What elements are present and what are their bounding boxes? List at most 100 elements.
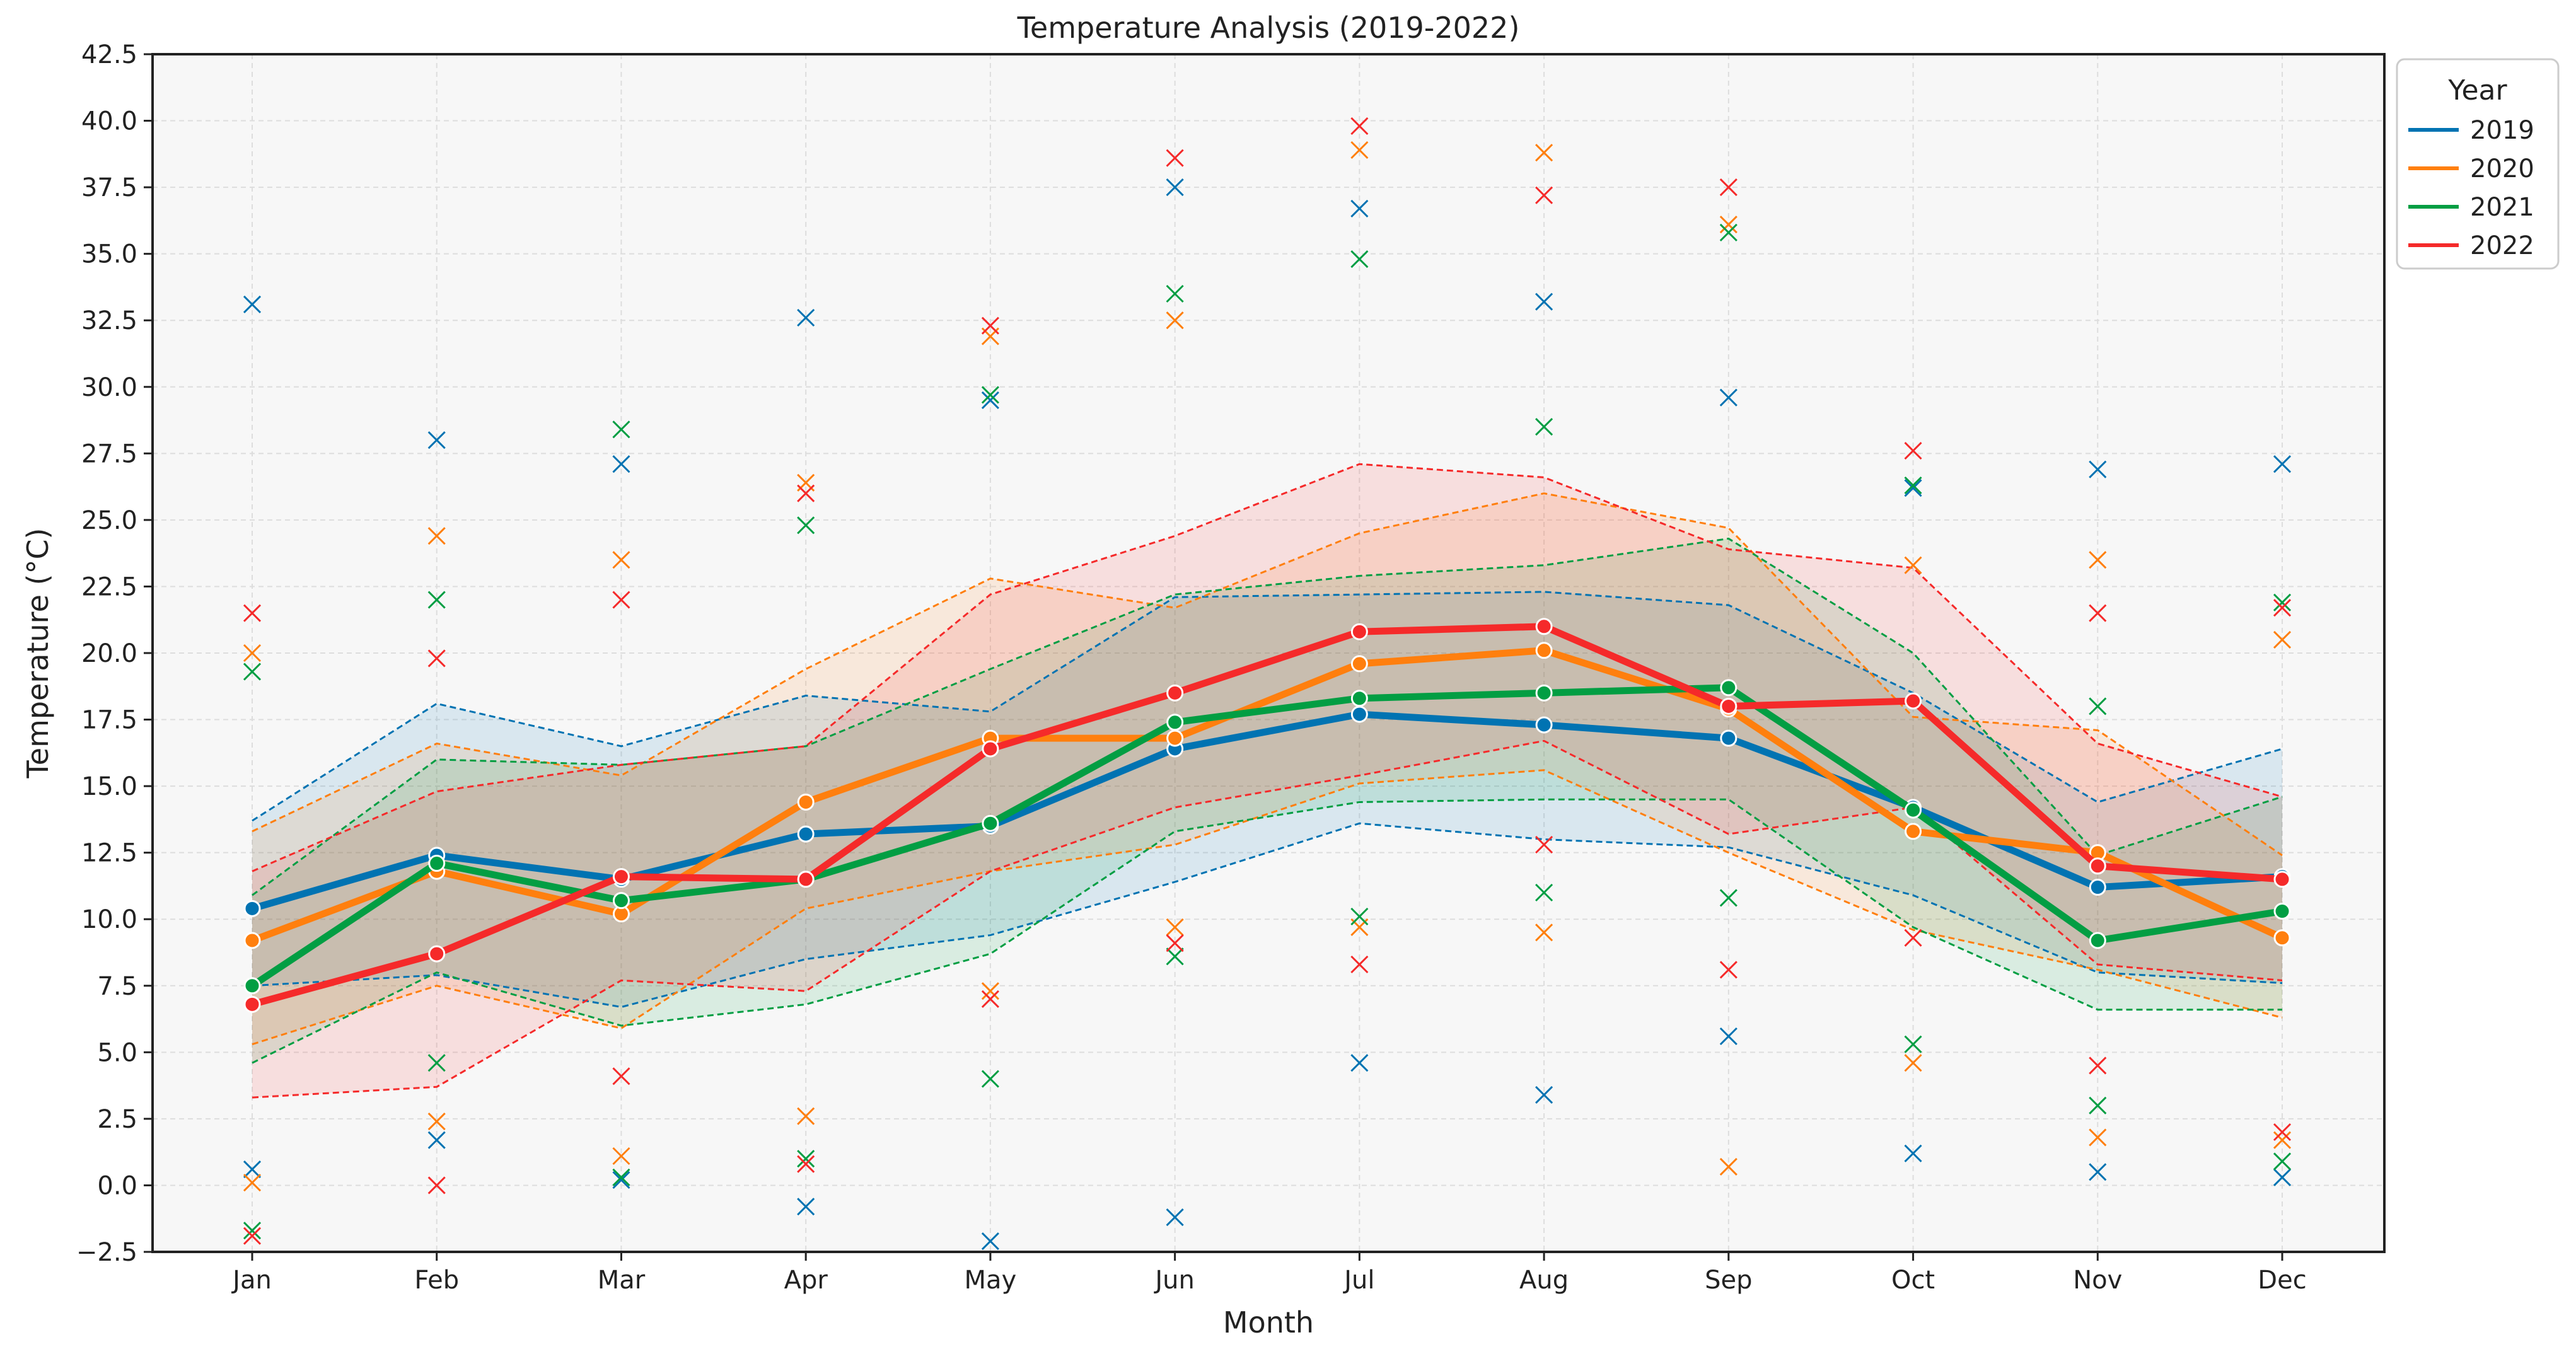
mean-point-2022 bbox=[1720, 697, 1738, 715]
mean-point-2020 bbox=[1166, 729, 1184, 747]
mean-point-2022 bbox=[797, 871, 815, 888]
mean-point-2022 bbox=[1166, 684, 1184, 702]
x-tick-label: Aug bbox=[1519, 1266, 1569, 1295]
legend-label-2022: 2022 bbox=[2470, 231, 2534, 260]
extreme-low-marker-2021 bbox=[243, 1222, 262, 1240]
extreme-low-marker-2020-stroke-b bbox=[797, 1107, 815, 1125]
lower-bound-2019 bbox=[252, 822, 2283, 1009]
extreme-low-marker-2020 bbox=[1166, 918, 1184, 936]
extreme-low-marker-2021 bbox=[612, 1168, 630, 1186]
extreme-high-marker-2020 bbox=[1904, 556, 1922, 574]
extreme-low-marker-2019 bbox=[2089, 1163, 2107, 1181]
x-tick-label: Dec bbox=[2258, 1266, 2306, 1295]
extreme-low-marker-2022 bbox=[1535, 835, 1553, 854]
y-tick-label: 15.0 bbox=[81, 772, 137, 801]
y-tick-label: 0.0 bbox=[97, 1171, 137, 1200]
extreme-low-marker-2021-stroke-b bbox=[981, 1070, 999, 1088]
extreme-low-marker-2020 bbox=[2089, 1128, 2107, 1147]
extreme-high-marker-2021-stroke-b bbox=[1719, 223, 1738, 241]
y-tick-label: 2.5 bbox=[97, 1105, 137, 1134]
extreme-high-marker-2021-stroke-b bbox=[1535, 418, 1553, 436]
x-tick-label: Feb bbox=[414, 1266, 459, 1295]
extreme-low-marker-2020 bbox=[612, 1147, 630, 1166]
x-tick-label: Oct bbox=[1891, 1266, 1935, 1295]
extreme-low-marker-2022-stroke-b bbox=[1166, 934, 1184, 952]
line-layer bbox=[243, 618, 2291, 1013]
extreme-low-marker-2021 bbox=[981, 1070, 999, 1088]
extreme-high-marker-2022 bbox=[1350, 117, 1369, 136]
extreme-low-marker-2019-stroke-b bbox=[427, 1131, 446, 1149]
mean-point-2020 bbox=[1905, 823, 1922, 840]
extreme-low-marker-2019-stroke-b bbox=[1350, 1054, 1369, 1072]
extreme-low-marker-2021 bbox=[2089, 1096, 2107, 1114]
band-2020 bbox=[252, 493, 2282, 1044]
extreme-high-marker-2021 bbox=[2089, 697, 2107, 715]
extreme-low-marker-2022-stroke-b bbox=[243, 1227, 262, 1245]
mean-point-2021 bbox=[1350, 690, 1368, 707]
extreme-low-marker-2020-stroke-b bbox=[427, 1113, 446, 1131]
extreme-high-marker-2021 bbox=[427, 591, 446, 609]
x-tick-label: May bbox=[965, 1266, 1017, 1295]
extreme-high-marker-2019 bbox=[1904, 479, 1922, 497]
extreme-high-marker-2021 bbox=[243, 663, 262, 681]
tick-layer: −2.5 0.0 2.5 5.0 7.5 10.0 12.5 15.0 17.5 20.0 22.5… bbox=[76, 40, 2307, 1295]
extreme-high-marker-2019 bbox=[612, 455, 630, 473]
extreme-high-marker-2020-stroke-b bbox=[1535, 144, 1553, 162]
mean-point-2021 bbox=[612, 892, 630, 910]
extreme-high-marker-2019 bbox=[1719, 388, 1738, 407]
extreme-high-marker-2022 bbox=[2273, 599, 2292, 617]
y-tick-label: −2.5 bbox=[76, 1238, 137, 1267]
extreme-high-marker-2020-stroke-b bbox=[427, 527, 446, 545]
extreme-layer bbox=[243, 117, 2292, 1251]
extreme-low-marker-2019 bbox=[2273, 1168, 2292, 1186]
extreme-low-marker-2022 bbox=[1719, 961, 1738, 979]
extreme-high-marker-2022-stroke-b bbox=[1719, 178, 1738, 197]
extreme-low-marker-2021-stroke-b bbox=[2089, 1096, 2107, 1114]
extreme-low-marker-2019 bbox=[1166, 1208, 1184, 1227]
extreme-high-marker-2022 bbox=[1719, 178, 1738, 197]
extreme-low-marker-2019 bbox=[797, 1198, 815, 1216]
legend-items: 2019 2020 2021 2022 bbox=[2408, 116, 2534, 260]
mean-point-2022 bbox=[428, 945, 446, 963]
y-tick-label: 37.5 bbox=[81, 173, 137, 202]
extreme-low-marker-2021 bbox=[427, 1054, 446, 1072]
extreme-low-marker-2022 bbox=[2273, 1123, 2292, 1142]
extreme-low-marker-2021-stroke-b bbox=[2273, 1152, 2292, 1171]
extreme-low-marker-2019-stroke-b bbox=[1719, 1027, 1738, 1046]
x-axis-title: Month bbox=[1223, 1305, 1314, 1340]
extreme-low-marker-2020 bbox=[981, 982, 999, 1000]
extreme-low-marker-2019-stroke-b bbox=[612, 1171, 630, 1189]
legend: Year 2019 2020 2021 2022 bbox=[2396, 58, 2560, 270]
extreme-high-marker-2019 bbox=[981, 391, 999, 409]
extreme-high-marker-2020-stroke-b bbox=[243, 644, 262, 663]
mean-point-2020 bbox=[243, 932, 261, 949]
chart-title: Temperature Analysis (2019-2022) bbox=[1017, 11, 1520, 45]
extreme-high-marker-2021 bbox=[981, 386, 999, 404]
extreme-high-marker-2021-stroke-b bbox=[2089, 697, 2107, 715]
lower-bound-2020 bbox=[252, 769, 2283, 1046]
mean-point-2021 bbox=[2089, 932, 2106, 949]
upper-bound-2020 bbox=[252, 492, 2283, 857]
extreme-low-marker-2022 bbox=[1904, 929, 1922, 947]
extreme-low-marker-2020-stroke-b bbox=[2089, 1128, 2107, 1147]
extreme-low-marker-2021-stroke-b bbox=[1535, 883, 1553, 902]
y-tick-label: 35.0 bbox=[81, 240, 137, 269]
lower-bound-2021 bbox=[252, 798, 2282, 1064]
extreme-low-marker-2019 bbox=[1350, 1054, 1369, 1072]
extreme-low-marker-2021 bbox=[1166, 947, 1184, 966]
extreme-high-marker-2020 bbox=[1166, 311, 1184, 330]
extreme-high-marker-2022 bbox=[427, 649, 446, 668]
extreme-high-marker-2021-stroke-b bbox=[612, 420, 630, 439]
mean-point-2022 bbox=[1905, 692, 1922, 710]
extreme-low-marker-2020 bbox=[797, 1107, 815, 1125]
mean-point-2022 bbox=[2089, 857, 2106, 875]
extreme-low-marker-2019 bbox=[612, 1171, 630, 1189]
extreme-low-marker-2019-stroke-b bbox=[2089, 1163, 2107, 1181]
extreme-high-marker-2021 bbox=[1719, 223, 1738, 241]
y-tick-label: 10.0 bbox=[81, 905, 137, 934]
extreme-high-marker-2020-stroke-b bbox=[2089, 551, 2107, 569]
extreme-high-marker-2021-stroke-b bbox=[797, 516, 815, 535]
bound-layer bbox=[252, 463, 2283, 1099]
extreme-low-marker-2020-stroke-b bbox=[1719, 1157, 1738, 1176]
